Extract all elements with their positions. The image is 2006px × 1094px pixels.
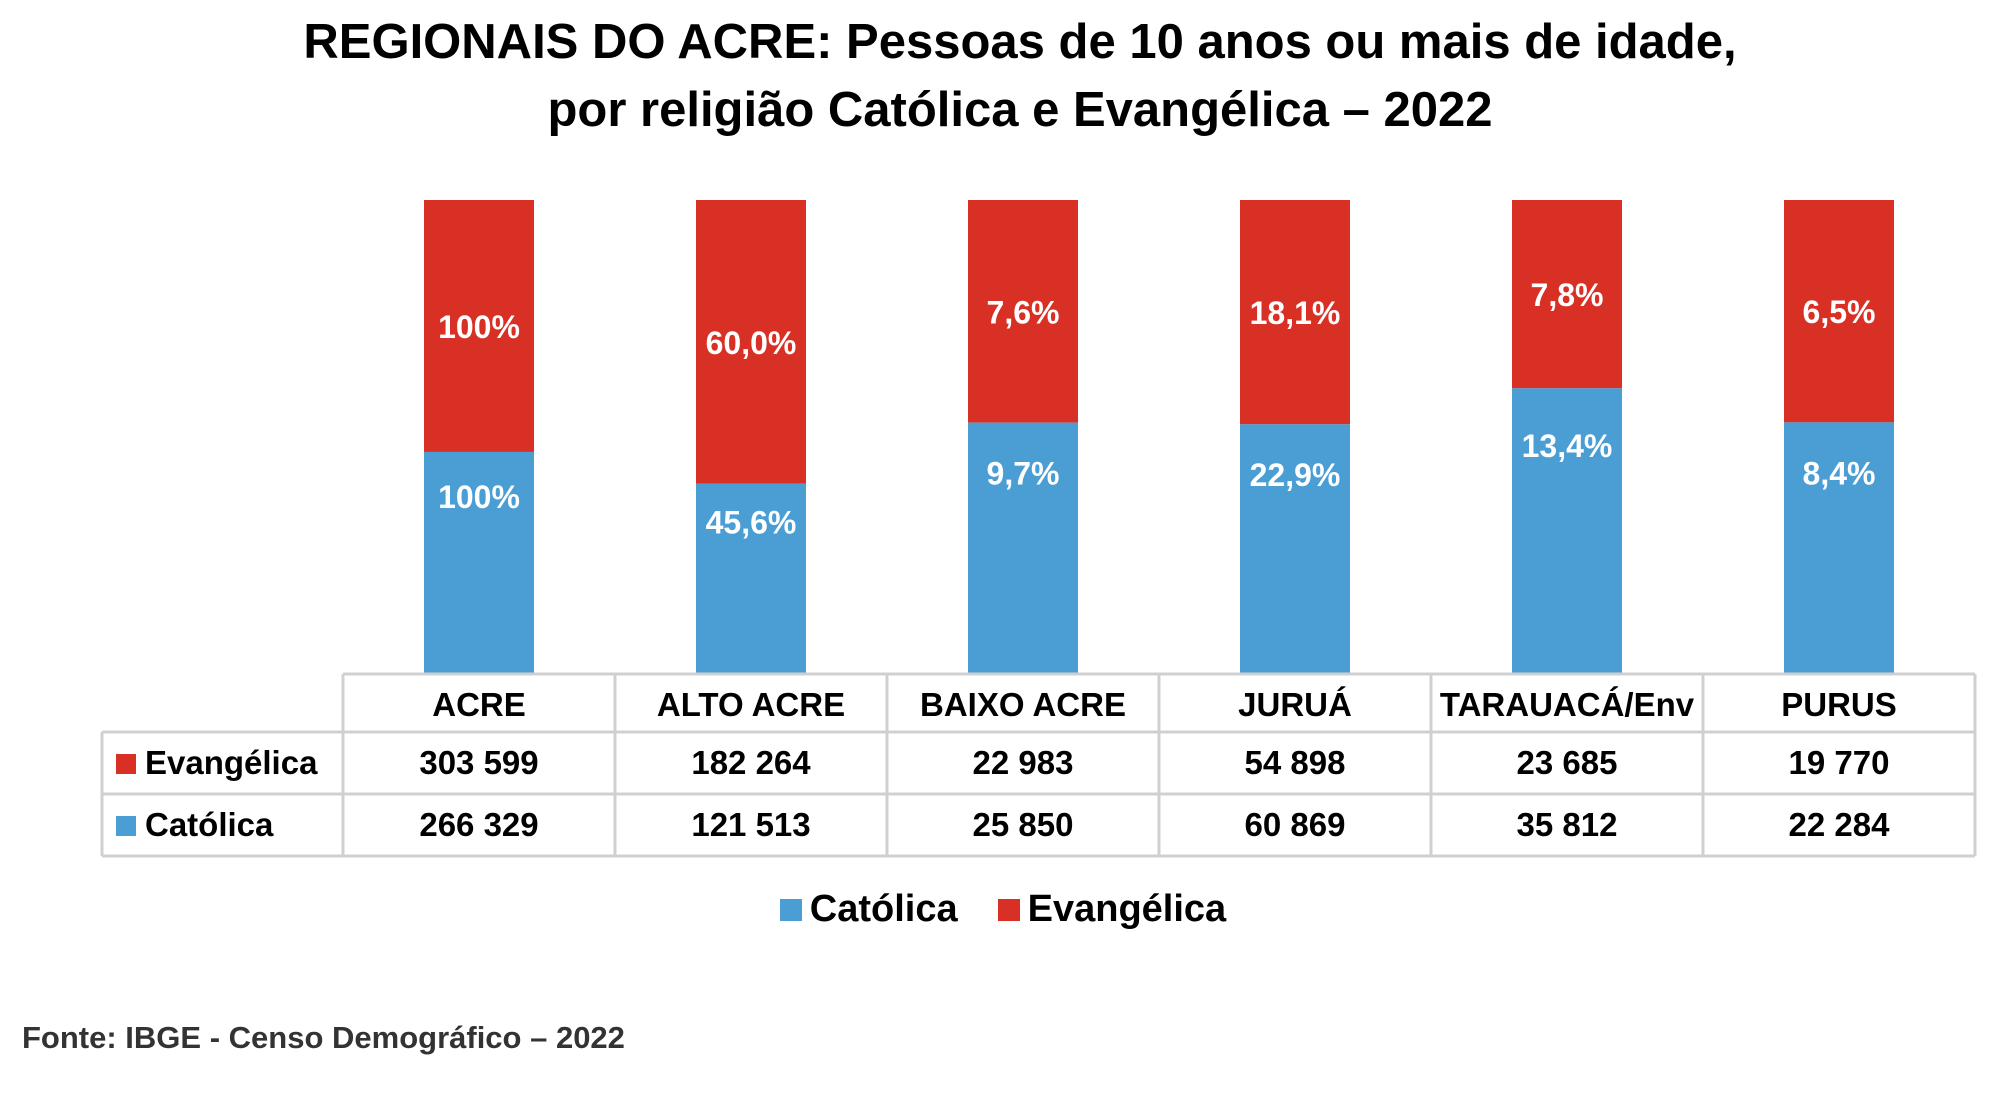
bar-evangelica-6 xyxy=(1784,200,1894,423)
bar-catolica-1 xyxy=(424,451,534,673)
table-cell-catolica-1: 266 329 xyxy=(419,806,538,843)
legend-label-catolica: Católica xyxy=(809,888,958,930)
table-cell-evangelica-5: 23 685 xyxy=(1517,744,1618,781)
data-label-catolica-1: 100% xyxy=(438,479,520,515)
table-cell-evangelica-6: 19 770 xyxy=(1789,744,1890,781)
chart-title-line2: por religião Católica e Evangélica – 202… xyxy=(547,83,1493,137)
legend-swatch-evangelica xyxy=(997,898,1020,921)
tick-label-3: BAIXO ACRE xyxy=(920,686,1126,723)
tick-label-4: JURUÁ xyxy=(1238,686,1352,723)
table-cell-evangelica-1: 303 599 xyxy=(419,744,538,781)
data-label-catolica-4: 22,9% xyxy=(1250,457,1341,493)
table-row-label-evangelica: Evangélica xyxy=(145,744,318,781)
bar-catolica-4 xyxy=(1240,424,1350,673)
table-cell-catolica-2: 121 513 xyxy=(691,806,810,843)
bar-evangelica-1 xyxy=(424,200,534,452)
tick-label-5: TARAUACÁ/Env xyxy=(1440,686,1695,723)
table-cell-catolica-6: 22 284 xyxy=(1789,806,1891,843)
legend-swatch-catolica xyxy=(779,898,802,921)
legend-item-catolica: Católica xyxy=(779,888,958,931)
data-label-catolica-5: 13,4% xyxy=(1522,428,1613,464)
legend-item-evangelica: Evangélica xyxy=(997,888,1227,931)
legend: Católica Evangélica xyxy=(0,888,2006,931)
data-label-evangelica-6: 6,5% xyxy=(1803,294,1876,330)
data-label-catolica-6: 8,4% xyxy=(1803,455,1876,491)
data-label-catolica-3: 9,7% xyxy=(987,456,1060,492)
table-cell-evangelica-2: 182 264 xyxy=(691,744,811,781)
data-label-evangelica-1: 100% xyxy=(438,309,520,345)
data-label-evangelica-2: 60,0% xyxy=(706,325,797,361)
table-cell-evangelica-3: 22 983 xyxy=(973,744,1074,781)
data-label-catolica-2: 45,6% xyxy=(706,505,797,541)
data-label-evangelica-4: 18,1% xyxy=(1250,295,1341,331)
table-cell-catolica-5: 35 812 xyxy=(1517,806,1618,843)
bar-evangelica-2 xyxy=(696,200,806,484)
bar-catolica-5 xyxy=(1512,388,1622,673)
tick-label-2: ALTO ACRE xyxy=(657,686,845,723)
table-cell-evangelica-4: 54 898 xyxy=(1245,744,1346,781)
table-row-label-catolica: Católica xyxy=(145,806,274,843)
table-swatch-catolica xyxy=(116,816,136,836)
chart-title-line1: REGIONAIS DO ACRE: Pessoas de 10 anos ou… xyxy=(303,15,1737,69)
tick-label-6: PURUS xyxy=(1781,686,1897,723)
table-cell-catolica-4: 60 869 xyxy=(1245,806,1346,843)
bar-evangelica-5 xyxy=(1512,200,1622,389)
source-note: Fonte: IBGE - Censo Demográfico – 2022 xyxy=(22,1020,625,1055)
bar-catolica-2 xyxy=(696,483,806,673)
chart-title: REGIONAIS DO ACRE: Pessoas de 10 anos ou… xyxy=(0,8,2006,144)
tick-label-1: ACRE xyxy=(432,686,526,723)
bar-catolica-6 xyxy=(1784,422,1894,673)
bar-evangelica-3 xyxy=(968,200,1078,423)
data-label-evangelica-5: 7,8% xyxy=(1531,277,1604,313)
stacked-bar-chart: 100% 100% 60,0% 45,6% 7,6% 9,7% 18,1% 22,9% 7,8%… xyxy=(100,200,1977,858)
bar-evangelica-4 xyxy=(1240,200,1350,425)
legend-label-evangelica: Evangélica xyxy=(1027,888,1227,930)
table-swatch-evangelica xyxy=(116,754,136,774)
data-label-evangelica-3: 7,6% xyxy=(987,294,1060,330)
table-cell-catolica-3: 25 850 xyxy=(973,806,1074,843)
bar-catolica-3 xyxy=(968,422,1078,673)
